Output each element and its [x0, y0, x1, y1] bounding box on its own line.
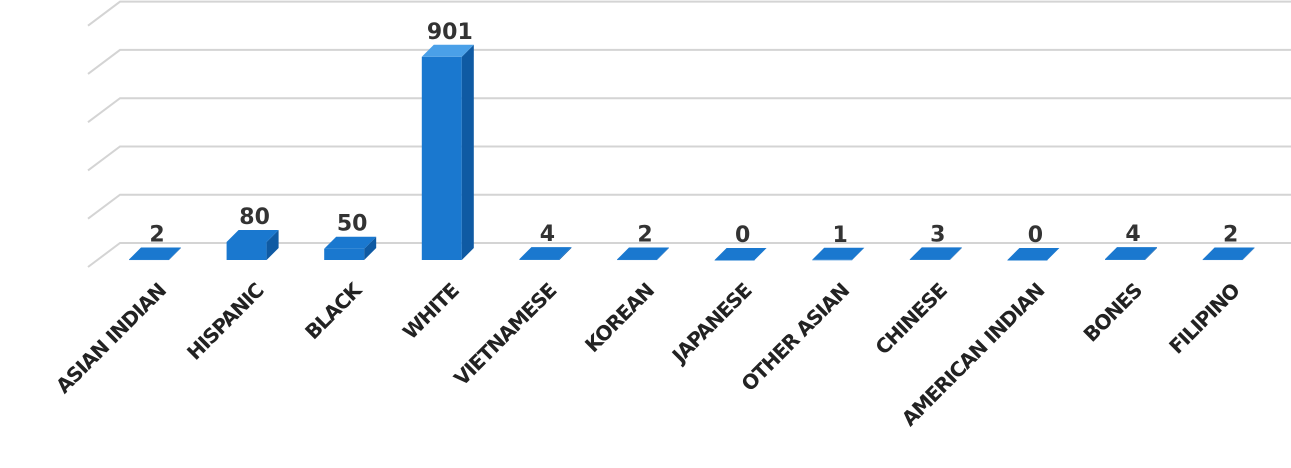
bar-side-face: [559, 247, 572, 260]
bar-side-face: [949, 247, 962, 260]
data-label: 3: [930, 222, 945, 247]
bar-side-face: [364, 236, 377, 260]
x-tick-label: CHINESE: [870, 278, 951, 359]
bar: [714, 260, 755, 261]
data-label: 80: [239, 205, 270, 230]
bar-side-face: [461, 44, 474, 260]
bar-side-face: [1242, 247, 1255, 260]
x-tick-label: ASIAN INDIAN: [51, 279, 170, 398]
data-label: 50: [337, 212, 368, 237]
gridline: [87, 145, 1291, 172]
chart-gridlines: [87, 0, 1291, 268]
x-tick-label: WHITE: [398, 278, 464, 344]
data-label: 901: [427, 20, 473, 45]
bar-top-face: [909, 247, 962, 260]
bar: [519, 259, 560, 260]
bar: [909, 259, 950, 260]
x-tick-label: FILIPINO: [1164, 279, 1244, 359]
gridline: [87, 97, 1291, 123]
gridline: [87, 48, 1291, 75]
data-label: 4: [1125, 222, 1140, 247]
bar-top-face: [617, 247, 669, 260]
bar: [421, 56, 462, 260]
bar-side-face: [1145, 247, 1157, 260]
gridline: [87, 242, 1291, 268]
bar: [1105, 259, 1145, 260]
x-tick-label: KOREAN: [580, 279, 658, 357]
gridline: [87, 0, 1291, 27]
x-tick-label: VIETNAMESE: [449, 278, 561, 390]
data-label: 2: [637, 223, 652, 248]
bar: [226, 241, 267, 260]
data-label: 0: [1028, 223, 1043, 248]
data-label: 2: [1223, 223, 1238, 248]
data-label: 1: [833, 223, 848, 248]
bar-top-face: [519, 247, 572, 260]
bar: [129, 259, 169, 261]
chart-bars: [129, 44, 1255, 261]
chart-data-labels: 2 80 50 901 4 2 0 1 3 0 4 2: [149, 20, 1238, 248]
bar-side-face: [852, 247, 865, 260]
bar: [1007, 260, 1048, 261]
gridline: [87, 193, 1291, 220]
bar-top-face: [812, 247, 865, 260]
bar-side-face: [169, 247, 181, 260]
bar-top-face: [714, 248, 767, 260]
bar-top-face: [1202, 247, 1255, 260]
data-label: 0: [735, 223, 750, 248]
bar-top-face: [1007, 248, 1060, 260]
bar-top-face: [421, 44, 474, 57]
bar-side-face: [266, 229, 279, 260]
bar-top-face: [1105, 247, 1157, 260]
bar: [1202, 259, 1243, 261]
chart-x-axis-labels: ASIAN INDIAN HISPANIC BLACK WHITEVIETNAMESE…: [51, 277, 1244, 431]
x-tick-label: BLACK: [300, 277, 367, 344]
bar-top-face: [324, 236, 377, 249]
bar-top-face: [226, 229, 279, 242]
data-label: 2: [149, 223, 164, 248]
x-tick-label: JAPANESE: [666, 278, 757, 369]
bar-top-face: [129, 247, 181, 260]
bar-side-face: [657, 247, 669, 260]
x-tick-label: HISPANIC: [182, 278, 268, 364]
bar: [617, 259, 657, 261]
bar: [812, 259, 853, 261]
data-label: 4: [540, 222, 555, 247]
x-tick-label: BONES: [1079, 279, 1147, 347]
bar: [324, 248, 365, 260]
